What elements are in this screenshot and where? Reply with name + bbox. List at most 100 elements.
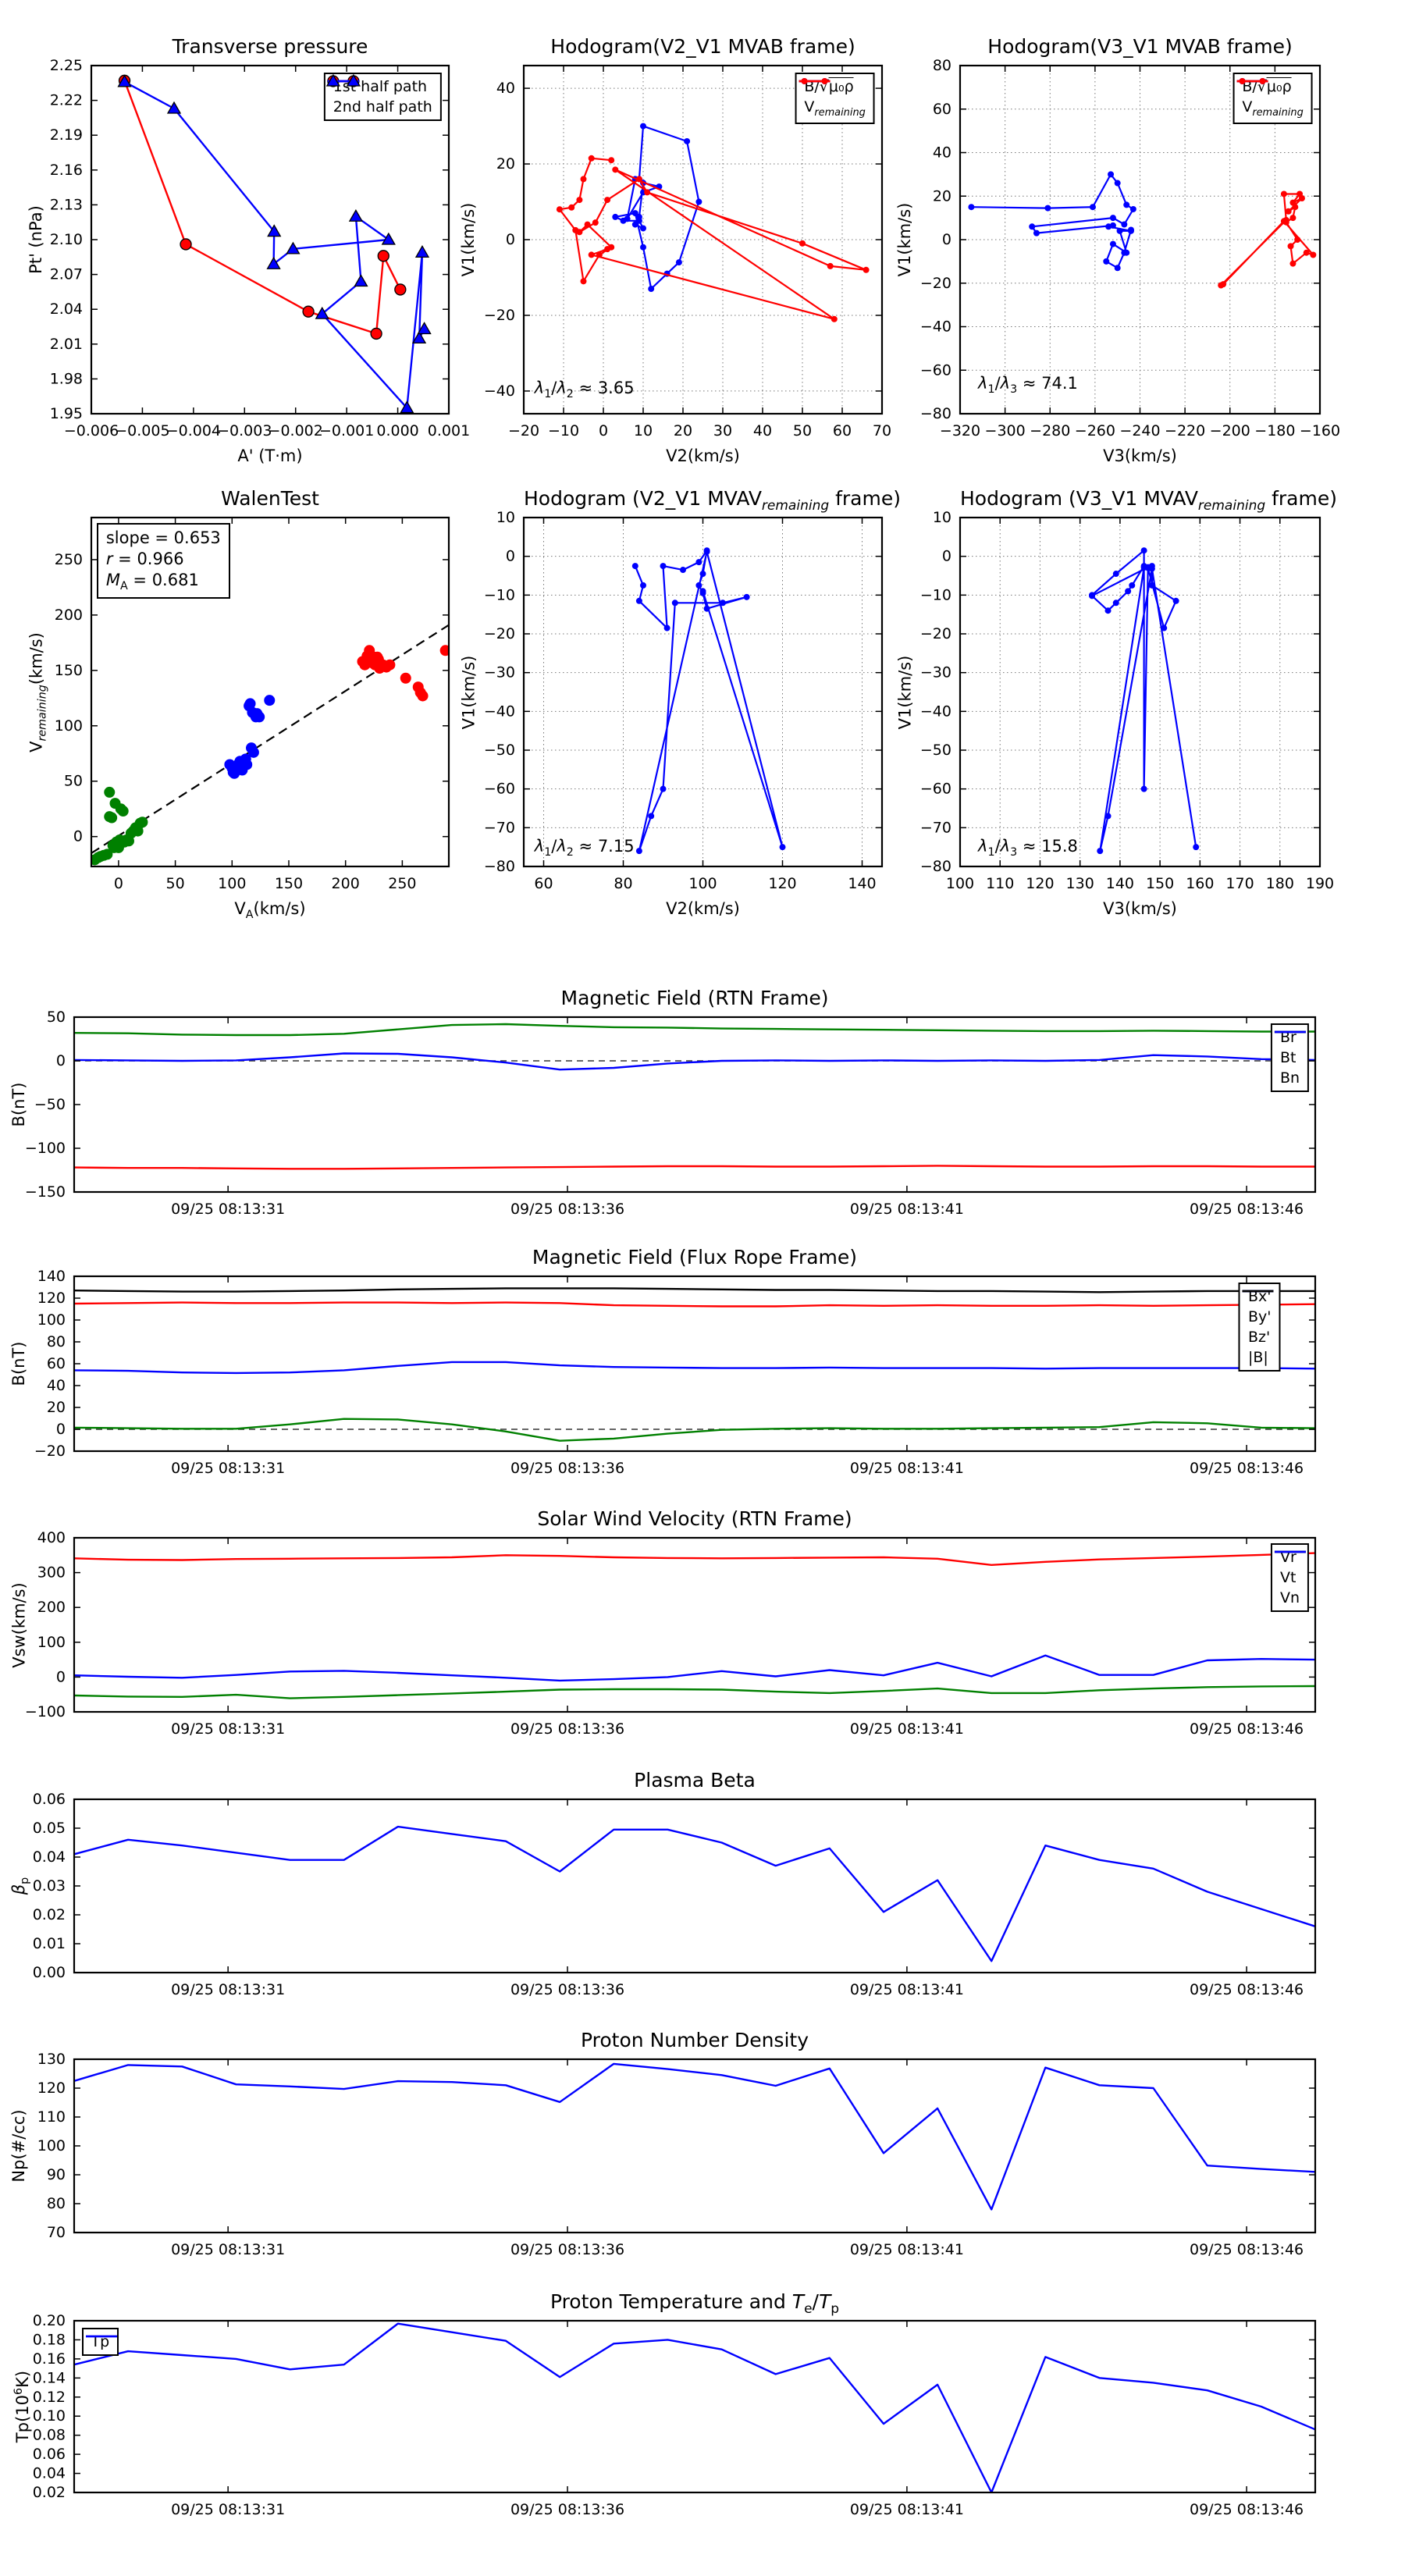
- y-axis-label: Pt' (nPa): [27, 205, 45, 274]
- y-tick-label: 2.22: [50, 92, 83, 109]
- y-tick-label: −50: [34, 1096, 66, 1113]
- y-tick-label: 10: [933, 509, 951, 526]
- panel-hodogram-v3v1-mvav: 100 110 120 130 140 150 160 170 180 190 −80 −70 −60−…: [894, 482, 1343, 929]
- legend-entry: Vt: [1275, 1550, 1306, 1586]
- legend-sample-Vremaining: [1236, 77, 1268, 84]
- annotation: λ1/λ3 ≈ 74.1: [978, 373, 1078, 396]
- legend-label: Vn: [1280, 1589, 1300, 1606]
- y-tick-label: −100: [25, 1140, 66, 1157]
- legend-sample-Vremaining: [799, 77, 831, 84]
- panel-title: Hodogram (V3_V1 MVAVremaining frame): [960, 487, 1337, 514]
- x-tick-label: 09/25 08:13:36: [510, 1720, 624, 1738]
- y-tick-label: 0.18: [33, 2331, 66, 2348]
- series-walen-red-markers: [357, 645, 450, 702]
- panel-title: Transverse pressure: [172, 35, 368, 58]
- x-axis-label: A' (T·m): [237, 447, 303, 465]
- y-tick-label: 150: [55, 662, 83, 679]
- y-tick-label: 50: [64, 773, 83, 790]
- panel-title: Hodogram(V3_V1 MVAB frame): [987, 35, 1293, 58]
- series-B-over-sqrt-mu0rho-markers: [968, 171, 1136, 272]
- y-tick-label: 100: [37, 1634, 66, 1651]
- y-axis-label: B(nT): [9, 1082, 28, 1127]
- y-tick-label: 0.00: [33, 1964, 66, 1981]
- x-tick-label: 50: [165, 875, 184, 892]
- y-tick-label: −30: [484, 664, 515, 681]
- y-tick-label: 120: [37, 1290, 66, 1307]
- panel-title: Proton Number Density: [581, 2029, 809, 2051]
- x-tick-label: −0.002: [269, 422, 323, 439]
- x-tick-label: 60: [833, 422, 852, 439]
- legend-label: Vremaining: [804, 98, 866, 119]
- legend-entry: Vremaining: [799, 77, 866, 119]
- legend-label: Bn: [1279, 1069, 1300, 1087]
- x-tick-label: 09/25 08:13:41: [850, 1981, 964, 1998]
- legend: Tp: [81, 2327, 119, 2356]
- y-tick-label: 200: [37, 1599, 66, 1616]
- y-tick-label: 0.16: [33, 2350, 66, 2368]
- y-tick-label: −40: [484, 382, 515, 400]
- x-tick-label: 140: [1106, 875, 1134, 892]
- legend-label: 2nd half path: [333, 98, 432, 116]
- legend-entry: Bz': [1242, 1290, 1274, 1346]
- y-tick-label: 0.04: [33, 1848, 66, 1866]
- x-tick-label: −0.003: [217, 422, 272, 439]
- y-tick-label: 1.98: [50, 370, 83, 387]
- series-2nd-half-path: [123, 80, 425, 409]
- y-axis-label: Vremaining(km/s): [27, 632, 49, 753]
- plot-canvas-proton-temperature: 09/25 08:13:31 09/25 08:13:36 09/25 08:13:…: [33, 2312, 1317, 2518]
- x-tick-label: 160: [1186, 875, 1214, 892]
- y-axis-label: V1(km/s): [895, 202, 914, 277]
- y-tick-label: 20: [933, 187, 951, 205]
- panel-title: WalenTest: [221, 487, 319, 510]
- y-tick-label: −10: [920, 586, 951, 603]
- panel-proton-temperature: 09/25 08:13:31 09/25 08:13:36 09/25 08:13:…: [8, 2286, 1339, 2555]
- x-tick-label: 0.000: [376, 422, 418, 439]
- y-tick-label: 80: [47, 1333, 66, 1350]
- y-tick-label: 2.10: [50, 231, 83, 248]
- legend-entry: By': [1242, 1290, 1274, 1325]
- x-tick-label: 09/25 08:13:41: [850, 1201, 964, 1218]
- y-tick-label: 0.06: [33, 1791, 66, 1808]
- legend-label: Tp: [91, 2332, 110, 2350]
- y-tick-label: 200: [55, 607, 83, 624]
- y-axis-label: βp: [9, 1877, 32, 1895]
- x-tick-label: −280: [1030, 422, 1070, 439]
- plot-canvas-proton-number-density: 09/25 08:13:31 09/25 08:13:36 09/25 08:13:…: [37, 2051, 1317, 2258]
- series-1st-half-path: [123, 80, 401, 335]
- y-tick-label: 0: [56, 1668, 66, 1685]
- y-tick-label: 20: [47, 1399, 66, 1416]
- y-tick-label: 50: [47, 1009, 66, 1026]
- panel-title: Hodogram(V2_V1 MVAB frame): [550, 35, 855, 58]
- y-tick-label: 90: [47, 2166, 66, 2183]
- y-tick-label: 0.20: [33, 2312, 66, 2329]
- y-tick-label: 70: [47, 2224, 66, 2241]
- legend-entry: |B|: [1242, 1290, 1274, 1366]
- panel-title: Proton Temperature and Te/Tp: [550, 2290, 840, 2317]
- x-tick-label: 40: [753, 422, 772, 439]
- y-tick-label: 0.05: [33, 1820, 66, 1837]
- y-tick-label: −10: [484, 586, 515, 603]
- x-tick-label: 130: [1066, 875, 1094, 892]
- y-tick-label: 100: [37, 2137, 66, 2154]
- y-axis-label: Vsw(km/s): [9, 1582, 28, 1668]
- series-walen-blue-markers: [224, 695, 276, 779]
- x-tick-label: 09/25 08:13:41: [850, 1460, 964, 1477]
- series-B-over-sqrt-mu0rho: [970, 173, 1134, 269]
- legend-sample-|B|: [1242, 1290, 1274, 1293]
- legend-entry: Vn: [1275, 1550, 1306, 1606]
- x-tick-label: 100: [688, 875, 717, 892]
- plot-canvas-magnetic-field-flux-rope: 09/25 08:13:31 09/25 08:13:36 09/25 08:13:…: [34, 1268, 1317, 1477]
- legend-entry: Bn: [1274, 1030, 1306, 1087]
- y-tick-label: −40: [920, 318, 951, 336]
- x-tick-label: 09/25 08:13:31: [171, 2241, 285, 2258]
- y-tick-label: 0.02: [33, 1906, 66, 1923]
- y-tick-label: −80: [920, 405, 951, 422]
- plot-canvas-walen-test: 0 50 100 150 200 250 0 50 100 150 200 250: [55, 516, 450, 892]
- y-tick-label: 0.02: [33, 2484, 66, 2501]
- y-tick-label: 0.04: [33, 2465, 66, 2482]
- y-tick-label: 0: [56, 1052, 66, 1069]
- y-tick-label: −80: [920, 858, 951, 875]
- plot-canvas-transverse-pressure: −0.006−0.005−0.004−0.003−0.002−0.001 0.00…: [50, 57, 471, 439]
- series-Vt: [73, 1685, 1316, 1699]
- series-V-remaining-markers: [556, 155, 870, 322]
